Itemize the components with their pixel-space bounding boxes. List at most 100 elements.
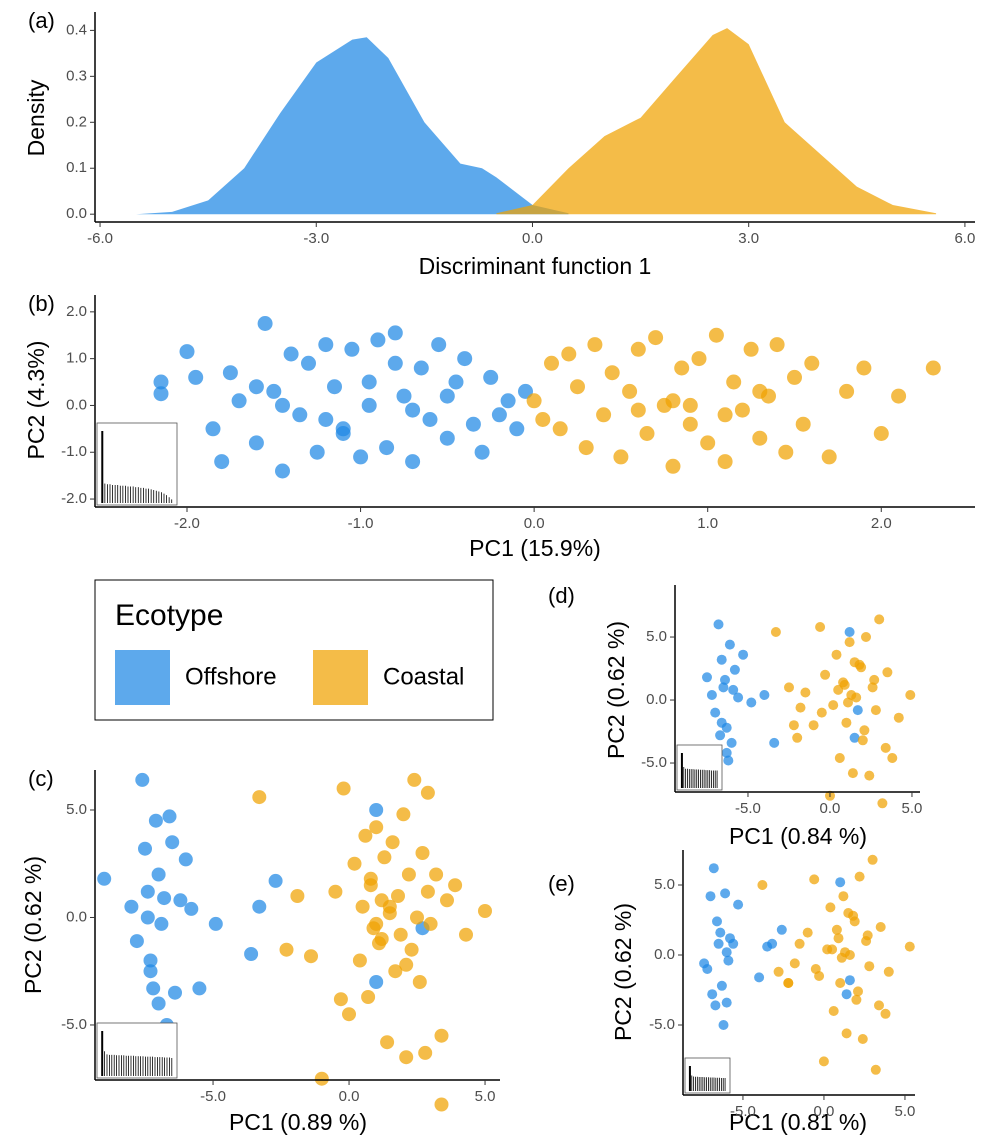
point bbox=[721, 947, 732, 958]
panel: (d) PC1 (0.84 %) PC2 (0.62 %) -5.0 0.0 5.0 -5.… bbox=[548, 583, 922, 849]
point bbox=[789, 958, 800, 969]
point bbox=[231, 393, 247, 409]
point bbox=[387, 355, 403, 371]
point bbox=[665, 458, 681, 474]
point bbox=[691, 351, 707, 367]
point bbox=[440, 893, 454, 908]
point bbox=[423, 916, 438, 931]
point bbox=[97, 871, 112, 886]
point bbox=[821, 449, 837, 465]
panel: (a) Discriminant function 1 Density -6.0 -3.… bbox=[23, 8, 975, 279]
point bbox=[491, 407, 507, 423]
point bbox=[268, 873, 283, 888]
point bbox=[391, 889, 405, 903]
point bbox=[891, 388, 907, 404]
point bbox=[792, 732, 803, 743]
point bbox=[252, 790, 267, 805]
y-tick-label: 5.0 bbox=[66, 801, 87, 818]
y-axis-title: PC2 (4.3%) bbox=[23, 341, 49, 460]
point bbox=[820, 669, 831, 680]
point bbox=[369, 803, 384, 817]
x-tick-label: 5.0 bbox=[475, 1088, 496, 1105]
point bbox=[835, 877, 846, 888]
point bbox=[883, 966, 894, 977]
point bbox=[874, 1000, 884, 1011]
point bbox=[361, 374, 377, 390]
point bbox=[713, 619, 724, 630]
x-axis-title: PC1 (0.81 %) bbox=[729, 1109, 867, 1135]
point bbox=[702, 964, 713, 974]
y-tick-label: 0.3 bbox=[66, 67, 87, 84]
legend-label: Coastal bbox=[383, 663, 464, 690]
point bbox=[570, 379, 585, 395]
scree-inset bbox=[676, 744, 723, 791]
point bbox=[412, 975, 427, 989]
point bbox=[385, 835, 400, 850]
point bbox=[333, 992, 348, 1007]
point bbox=[347, 856, 362, 871]
y-tick-label: 1.0 bbox=[66, 350, 87, 367]
x-axis-title: PC1 (15.9%) bbox=[469, 535, 601, 561]
point bbox=[148, 813, 163, 828]
point bbox=[399, 1050, 414, 1065]
point bbox=[162, 809, 177, 824]
point bbox=[859, 725, 870, 736]
point bbox=[810, 964, 821, 974]
point bbox=[173, 893, 188, 908]
point bbox=[422, 412, 438, 427]
point bbox=[839, 679, 850, 690]
point bbox=[290, 889, 305, 903]
density-area bbox=[496, 28, 937, 215]
x-tick-label: -5.0 bbox=[735, 800, 761, 817]
point bbox=[808, 720, 819, 731]
point bbox=[420, 785, 435, 800]
point bbox=[849, 916, 860, 927]
point bbox=[712, 916, 722, 927]
point bbox=[413, 360, 429, 376]
y-tick-label: -2.0 bbox=[61, 490, 87, 507]
point bbox=[925, 360, 941, 376]
point bbox=[275, 397, 290, 413]
point bbox=[700, 435, 716, 451]
y-tick-label: 0.0 bbox=[66, 396, 87, 413]
point bbox=[370, 332, 386, 348]
y-axis-title: PC2 (0.62 %) bbox=[610, 903, 636, 1041]
point bbox=[604, 365, 620, 381]
point bbox=[787, 369, 802, 385]
point bbox=[157, 891, 172, 906]
x-tick-label: -3.0 bbox=[303, 230, 329, 247]
point bbox=[327, 379, 342, 395]
point bbox=[314, 1071, 329, 1086]
point bbox=[208, 916, 223, 931]
point bbox=[369, 820, 384, 835]
point bbox=[431, 337, 447, 353]
point bbox=[720, 888, 731, 899]
point bbox=[904, 941, 915, 952]
point bbox=[153, 374, 169, 390]
x-tick-label: -2.0 bbox=[174, 515, 200, 532]
y-tick-label: 0.1 bbox=[66, 159, 87, 176]
point bbox=[353, 449, 369, 465]
point bbox=[184, 901, 199, 916]
x-tick-label: 0.0 bbox=[814, 1103, 835, 1120]
point bbox=[854, 871, 865, 882]
point bbox=[759, 690, 770, 700]
point bbox=[844, 627, 855, 637]
point bbox=[146, 981, 161, 996]
point bbox=[720, 674, 730, 685]
point bbox=[355, 899, 370, 914]
point bbox=[809, 874, 820, 885]
point bbox=[721, 997, 732, 1008]
point bbox=[870, 1064, 881, 1075]
point bbox=[733, 692, 744, 703]
point bbox=[465, 416, 481, 432]
point bbox=[705, 891, 716, 902]
point bbox=[729, 664, 740, 675]
point bbox=[840, 947, 850, 958]
point bbox=[875, 922, 886, 932]
point bbox=[478, 904, 492, 918]
point bbox=[905, 690, 916, 700]
point bbox=[393, 927, 408, 942]
point bbox=[396, 388, 412, 404]
point bbox=[336, 781, 351, 796]
